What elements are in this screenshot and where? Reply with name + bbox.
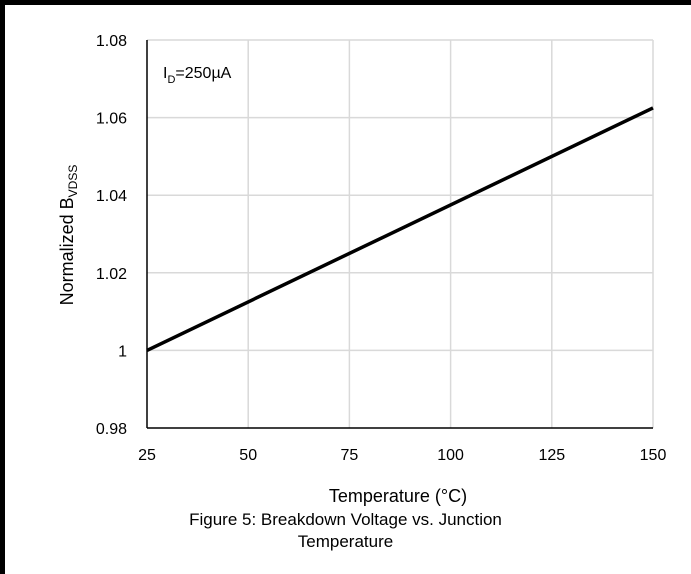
x-tick-label: 75 [341, 447, 359, 464]
x-tick-label: 100 [437, 447, 464, 464]
annotation-rest: =250µA [175, 65, 231, 82]
y-tick-label: 0.98 [96, 421, 127, 438]
y-tick-label: 1.08 [96, 33, 127, 50]
annotation-main: I [163, 65, 167, 82]
grid [147, 39, 654, 428]
figure-caption-line1: Figure 5: Breakdown Voltage vs. Junction [189, 510, 502, 529]
y-tick-label: 1.06 [96, 111, 127, 128]
x-tick-label: 25 [138, 447, 156, 464]
y-axis-title: Normalized BVDSS [57, 165, 80, 306]
x-tick-label: 50 [239, 447, 257, 464]
axes [146, 40, 653, 429]
tick-labels: 0.98 1 1.02 1.04 1.06 1.08 25 50 75 100 125 150 [96, 33, 667, 464]
x-tick-label: 150 [640, 447, 667, 464]
x-tick-label: 125 [538, 447, 565, 464]
figure-caption-line2: Temperature [297, 532, 394, 551]
annotation: ID=250µA [163, 65, 232, 86]
y-tick-label: 1 [118, 343, 127, 360]
plot-series [146, 106, 654, 352]
x-axis-title: Temperature (°C) [328, 486, 468, 506]
series-line [146, 106, 654, 352]
y-tick-label: 1.04 [96, 188, 127, 205]
y-axis-title-main: Normalized B [57, 197, 77, 305]
y-axis-title-sub: VDSS [66, 165, 80, 198]
annotation-sub: D [167, 74, 175, 86]
y-tick-label: 1.02 [96, 266, 127, 283]
